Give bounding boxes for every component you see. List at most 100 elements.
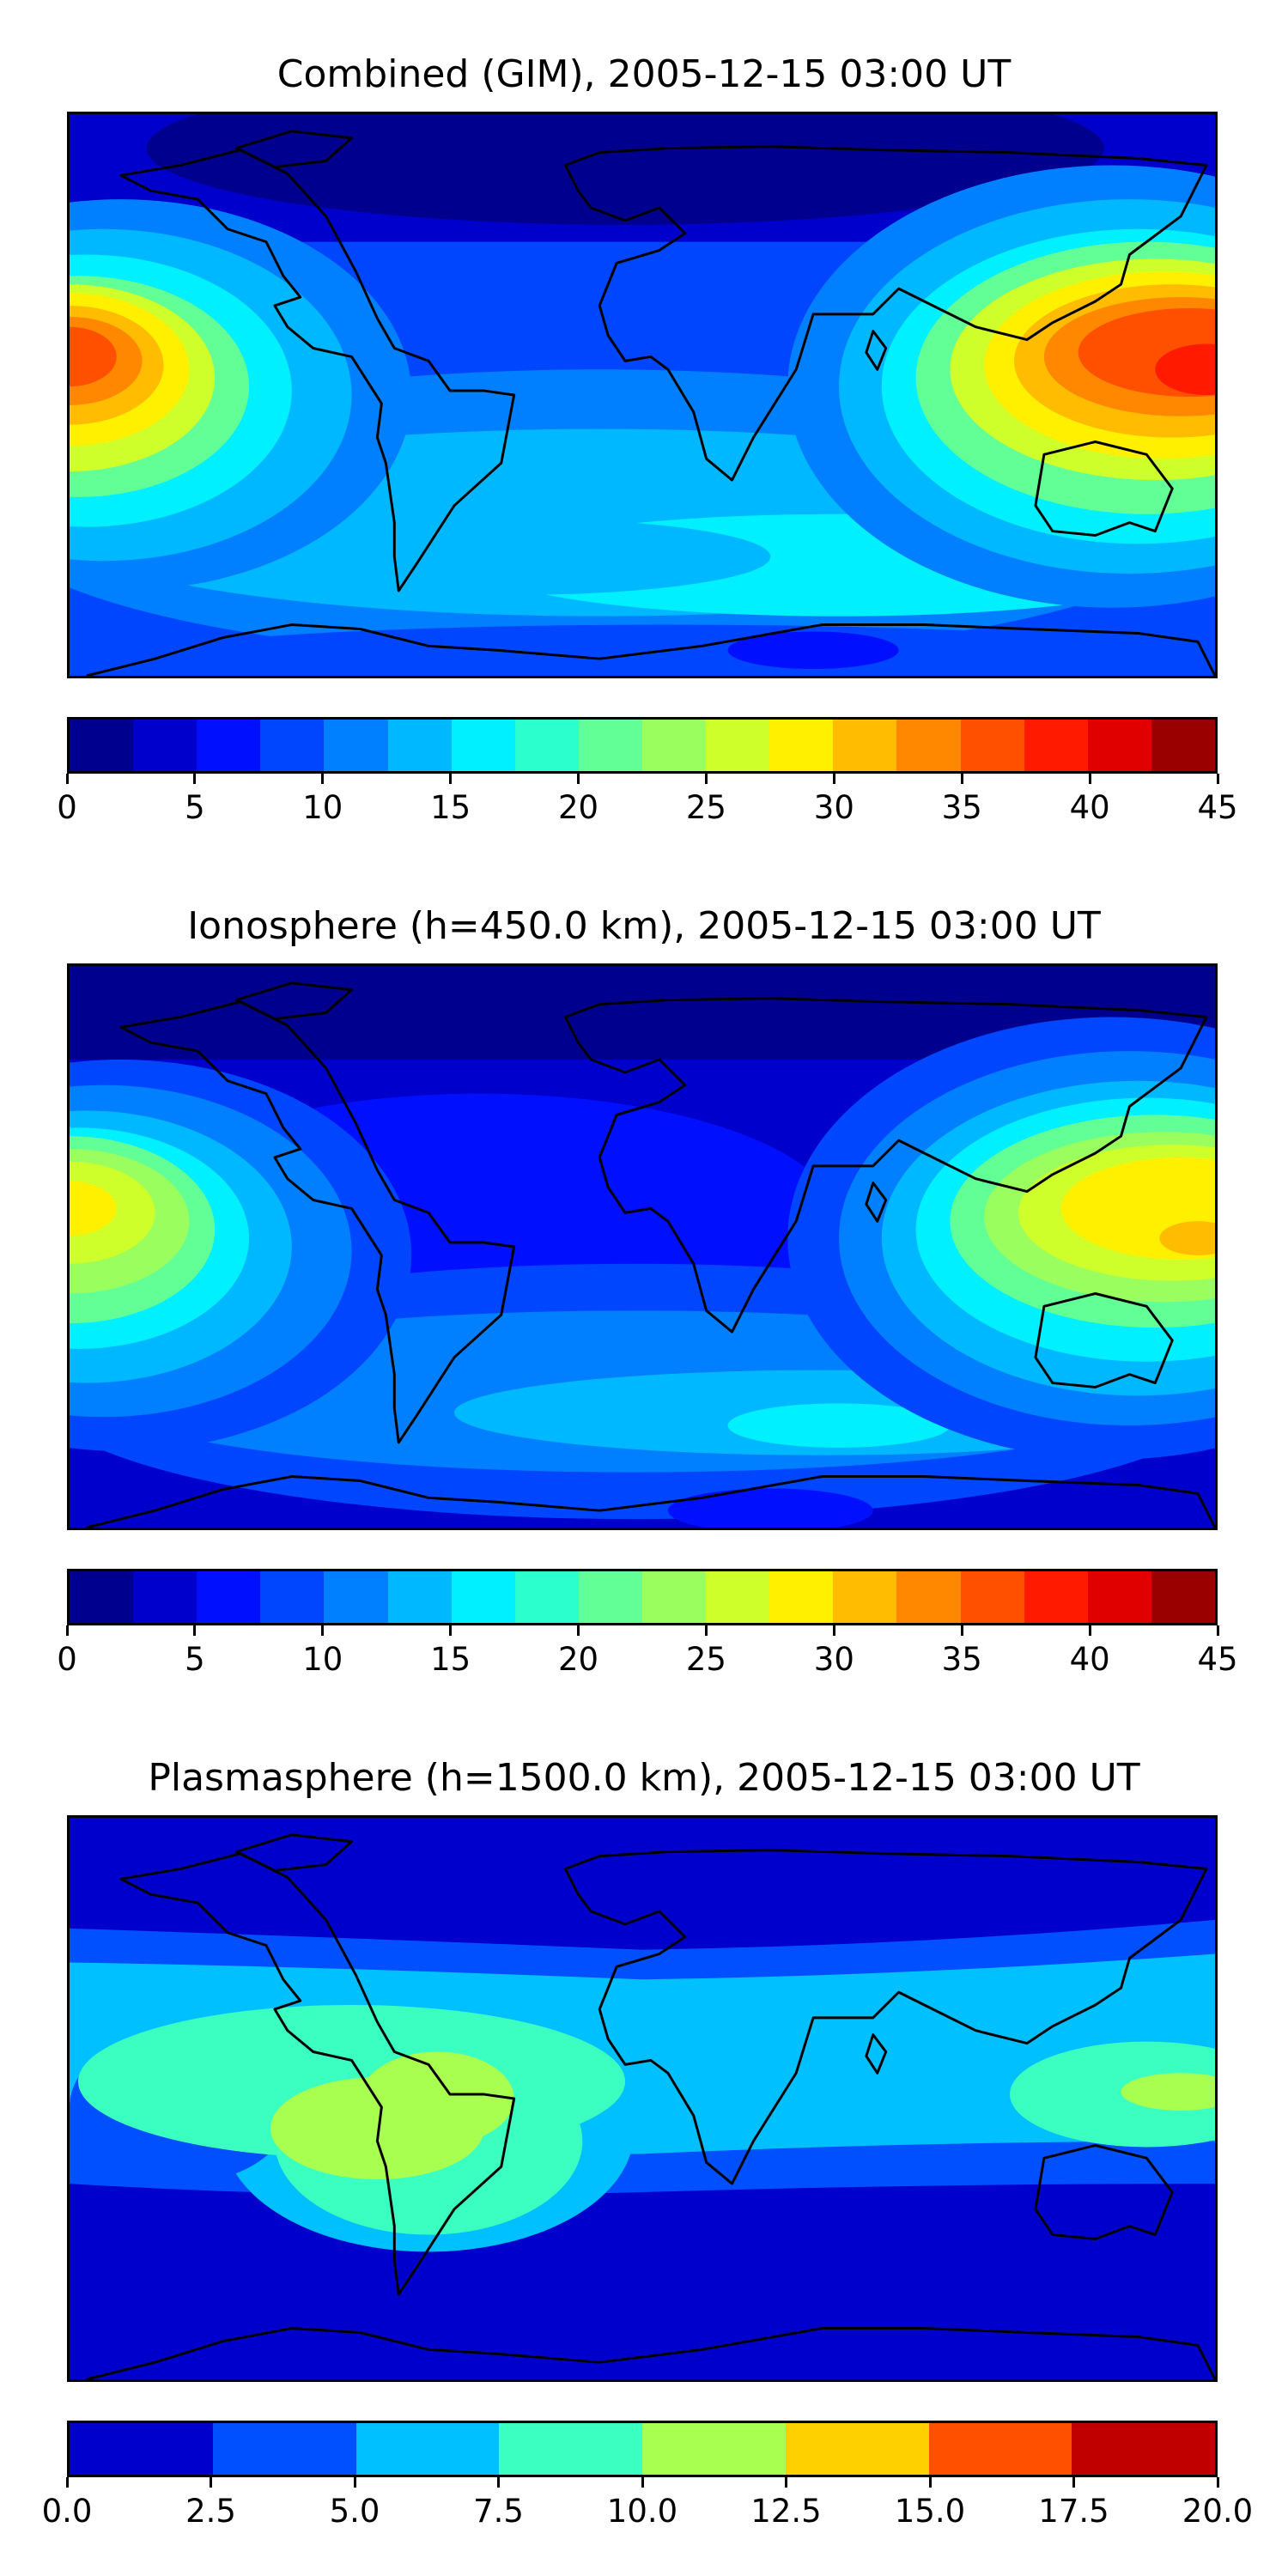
colorbar-tick-mark	[832, 774, 835, 784]
colorbar-tick-mark	[321, 1625, 325, 1636]
colorbar-tick-mark	[960, 774, 963, 784]
colorbar-segment	[706, 1571, 770, 1623]
colorbar-segment	[578, 720, 642, 771]
colorbar-tick-label: 40	[1069, 1641, 1110, 1678]
colorbar-tick-label: 45	[1197, 1641, 1238, 1678]
colorbar-tick-mark	[704, 1625, 708, 1636]
colorbar-segment	[70, 1571, 134, 1623]
colorbar-tick-label: 17.5	[1038, 2493, 1109, 2530]
colorbar-tick-label: 12.5	[750, 2493, 822, 2530]
colorbar-tick-label: 10	[302, 1641, 343, 1678]
colorbar-segment	[260, 720, 325, 771]
colorbar-tick-mark	[785, 2477, 787, 2488]
panel-3-contours	[70, 1818, 1215, 2379]
panel-1-title: Combined (GIM), 2005-12-15 03:00 UT	[276, 52, 1012, 96]
colorbar-tick-mark	[193, 774, 197, 784]
colorbar-tick-mark	[449, 1625, 453, 1636]
colorbar-tick-label: 20.0	[1182, 2493, 1254, 2530]
colorbar-segment	[324, 1571, 388, 1623]
colorbar-segment	[769, 1571, 834, 1623]
colorbar-tick-mark	[321, 774, 325, 784]
colorbar-tick-mark	[577, 1625, 580, 1636]
colorbar-tick-label: 10.0	[606, 2493, 678, 2530]
colorbar-segment	[197, 1571, 261, 1623]
colorbar-segment	[133, 720, 197, 771]
panel-2-map-plot	[70, 966, 1215, 1528]
colorbar-tick-label: 35	[941, 789, 982, 826]
panel-3-colorbar	[67, 2421, 1218, 2477]
colorbar-tick-mark	[449, 774, 453, 784]
colorbar-segment	[641, 1571, 707, 1623]
colorbar-segment	[499, 2423, 642, 2475]
colorbar-tick-mark	[1072, 2477, 1075, 2488]
colorbar-tick-label: 30	[813, 789, 854, 826]
colorbar-tick-label: 5.0	[329, 2493, 380, 2530]
contour-fill	[70, 326, 117, 387]
colorbar-tick-label: 20	[558, 789, 599, 826]
panel-3-title: Plasmasphere (h=1500.0 km), 2005-12-15 0…	[148, 1756, 1140, 1800]
colorbar-segment	[387, 720, 452, 771]
colorbar-tick-mark	[193, 1625, 197, 1636]
colorbar-segment	[324, 720, 388, 771]
colorbar-tick-mark	[577, 774, 580, 784]
colorbar-segment	[70, 720, 134, 771]
colorbar-tick-mark	[641, 2477, 644, 2488]
colorbar-tick-label: 0	[57, 1641, 77, 1678]
colorbar-tick-mark	[1216, 1625, 1219, 1636]
panel-3-map-plot	[70, 1818, 1215, 2379]
colorbar-segment	[785, 2423, 929, 2475]
colorbar-segment	[833, 1571, 897, 1623]
panel-3-map	[67, 1815, 1218, 2382]
contour-fill	[727, 631, 899, 670]
colorbar-tick-mark	[928, 2477, 932, 2488]
panel-1-colorbar	[67, 717, 1218, 774]
colorbar-tick-label: 2.5	[185, 2493, 236, 2530]
colorbar-segment	[197, 720, 261, 771]
panel-2-contours	[70, 966, 1215, 1528]
colorbar-segment	[928, 2423, 1072, 2475]
colorbar-segment	[960, 720, 1024, 771]
colorbar-tick-label: 10	[302, 789, 343, 826]
panel-2-colorbar-ticks: 0 5 10 15 20 25 30 35 40 45	[57, 1625, 1238, 1677]
panel-3-coastlines	[86, 1833, 1215, 2379]
contour-fill	[70, 1181, 117, 1236]
colorbar-tick-label: 30	[813, 1641, 854, 1678]
colorbar-tick-mark	[353, 2477, 356, 2488]
colorbar-segment	[70, 2423, 213, 2475]
colorbar-segment	[451, 720, 515, 771]
colorbar-segment	[514, 1571, 579, 1623]
colorbar-tick-label: 15.0	[894, 2493, 966, 2530]
colorbar-tick-mark	[210, 2477, 212, 2488]
colorbar-segment	[896, 720, 961, 771]
colorbar-tick-label: 7.5	[473, 2493, 524, 2530]
contour-fill	[146, 114, 1104, 225]
colorbar-segment	[133, 1571, 197, 1623]
colorbar-tick-mark	[1088, 1625, 1091, 1636]
colorbar-tick-label: 35	[941, 1641, 982, 1678]
colorbar-tick-mark	[960, 1625, 963, 1636]
colorbar-tick-mark	[497, 2477, 500, 2488]
contour-fill	[70, 2226, 309, 2363]
colorbar-segment	[1072, 2423, 1215, 2475]
colorbar-segment	[896, 1571, 961, 1623]
colorbar-segment	[769, 720, 834, 771]
colorbar-tick-mark	[1088, 774, 1091, 784]
contour-fill	[727, 1403, 951, 1448]
contour-fill	[258, 518, 771, 595]
contour-fill	[1159, 1221, 1215, 1255]
colorbar-tick-label: 15	[430, 789, 471, 826]
colorbar-tick-mark	[1216, 2477, 1219, 2488]
colorbar-tick-label: 15	[430, 1641, 471, 1678]
contour-fill	[667, 1488, 873, 1528]
colorbar-tick-mark	[65, 774, 69, 784]
panel-2-colorbar	[67, 1569, 1218, 1625]
panel-2-coastlines	[86, 981, 1215, 1528]
panel-3-colorbar-ticks: 0.0 2.5 5.0 7.5 10.0 12.5 15.0 17.5 20.0	[42, 2477, 1253, 2529]
colorbar-segment	[387, 1571, 452, 1623]
panel-1-contours	[70, 114, 1215, 676]
colorbar-segment	[578, 1571, 642, 1623]
colorbar-tick-mark	[65, 1625, 69, 1636]
colorbar-segment	[451, 1571, 515, 1623]
colorbar-segment	[514, 720, 579, 771]
panel-1-map	[67, 112, 1218, 678]
